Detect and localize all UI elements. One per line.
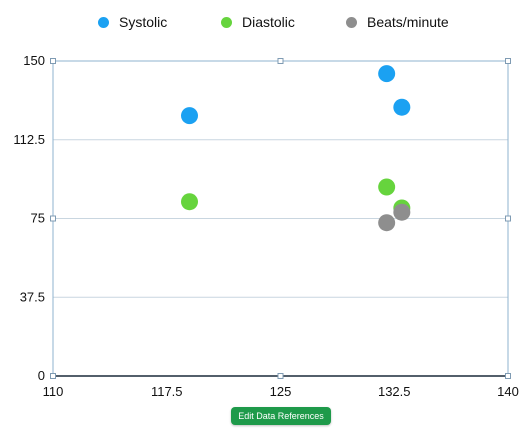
legend-marker-systolic [98, 16, 109, 28]
legend: Systolic Diastolic Beats/minute [0, 10, 526, 34]
resize-handle[interactable] [505, 58, 511, 64]
y-tick-label: 150 [23, 53, 45, 68]
legend-item-beats-minute: Beats/minute [346, 10, 449, 34]
x-tick-label: 117.5 [151, 384, 183, 399]
point-diastolic [378, 178, 396, 196]
point-systolic [393, 98, 411, 116]
legend-label-diastolic: Diastolic [242, 14, 295, 30]
legend-item-diastolic: Diastolic [221, 10, 295, 34]
legend-label-systolic: Systolic [119, 14, 168, 30]
y-tick-label: 75 [31, 211, 45, 226]
resize-handle[interactable] [505, 373, 511, 379]
y-tick-label: 112.5 [13, 132, 45, 147]
data-points [181, 65, 411, 232]
edit-data-references-button[interactable]: Edit Data References [231, 407, 331, 425]
x-tick-label: 132.5 [378, 384, 411, 399]
selection-handles[interactable] [50, 58, 511, 379]
point-systolic [378, 65, 396, 83]
resize-handle[interactable] [50, 373, 56, 379]
resize-handle[interactable] [50, 58, 56, 64]
point-beats-minute [393, 203, 411, 221]
x-tick-label: 140 [497, 384, 519, 399]
tick-labels: 0 37.5 75 112.5 150 110 117.5 125 132.5 140 [13, 53, 518, 399]
legend-marker-diastolic [221, 16, 232, 28]
resize-handle[interactable] [277, 373, 284, 379]
resize-handle[interactable] [277, 58, 284, 64]
gridlines [53, 139, 508, 298]
legend-item-systolic: Systolic [98, 10, 167, 34]
resize-handle[interactable] [505, 215, 511, 222]
legend-label-beats-minute: Beats/minute [367, 14, 449, 30]
y-tick-label: 0 [38, 368, 45, 383]
resize-handle[interactable] [50, 215, 56, 222]
x-tick-label: 125 [270, 384, 292, 399]
point-systolic [181, 107, 198, 125]
legend-marker-beats-minute [346, 16, 357, 28]
x-tick-label: 110 [43, 384, 64, 399]
point-beats-minute [378, 214, 396, 232]
y-tick-label: 37.5 [20, 289, 45, 304]
point-diastolic [181, 193, 198, 211]
